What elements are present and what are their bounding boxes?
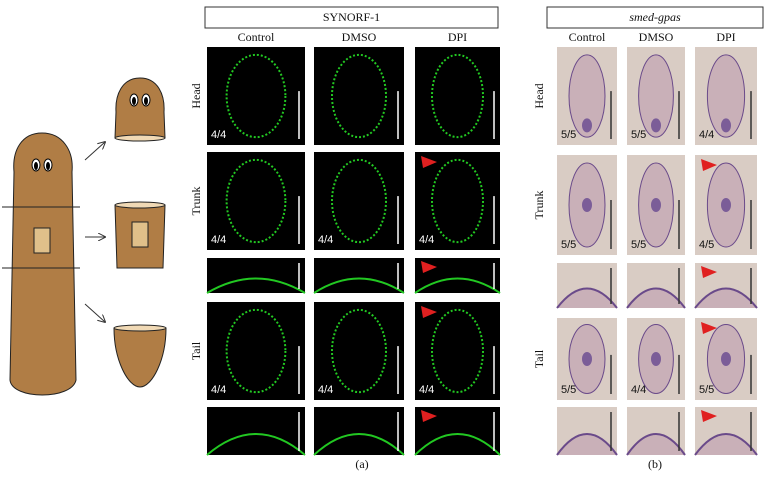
count-label: 4/4 bbox=[211, 384, 226, 396]
row-label: Head bbox=[189, 83, 203, 108]
specimen bbox=[706, 54, 746, 138]
stain bbox=[651, 352, 661, 366]
specimen bbox=[431, 158, 484, 244]
count-label: 4/4 bbox=[631, 384, 646, 396]
count-label: 4/4 bbox=[419, 234, 434, 246]
specimen bbox=[331, 53, 387, 139]
count-label: 5/5 bbox=[631, 239, 646, 251]
crop-edge bbox=[414, 277, 501, 294]
count-label: 5/5 bbox=[631, 129, 646, 141]
stain bbox=[651, 118, 661, 133]
arrowhead bbox=[701, 410, 717, 422]
arrowhead bbox=[701, 159, 717, 171]
arrowhead bbox=[421, 306, 437, 318]
stain bbox=[721, 198, 731, 212]
row-label: Tail bbox=[189, 341, 203, 360]
row-label: Head bbox=[532, 83, 546, 108]
specimen bbox=[225, 308, 287, 394]
specimen bbox=[331, 158, 387, 244]
arrowhead bbox=[421, 261, 437, 273]
panel-title-box bbox=[204, 6, 499, 29]
column-label: DPI bbox=[448, 30, 467, 44]
crop-edge bbox=[206, 277, 306, 294]
count-label: 4/5 bbox=[699, 239, 714, 251]
column-label: DMSO bbox=[342, 30, 377, 44]
specimen bbox=[225, 53, 287, 139]
crop-image bbox=[415, 258, 500, 293]
panel-title: smed-gpas bbox=[629, 10, 681, 24]
row-label: Tail bbox=[532, 349, 546, 368]
stain bbox=[721, 352, 731, 366]
arrowhead bbox=[421, 410, 437, 422]
stain bbox=[721, 118, 731, 133]
micrograph bbox=[207, 47, 305, 145]
arrowhead bbox=[701, 322, 717, 334]
micrograph bbox=[207, 302, 305, 400]
specimen bbox=[568, 54, 606, 138]
crop-edge bbox=[313, 433, 405, 456]
crop-edge bbox=[313, 277, 405, 294]
crop-image bbox=[314, 407, 404, 455]
specimen bbox=[431, 308, 484, 394]
row-label: Trunk bbox=[532, 191, 546, 220]
crop-image bbox=[207, 407, 305, 455]
column-label: Control bbox=[569, 30, 606, 44]
micrograph bbox=[314, 47, 404, 145]
count-label: 4/4 bbox=[318, 384, 333, 396]
stain bbox=[582, 118, 592, 133]
count-label: 5/5 bbox=[699, 384, 714, 396]
count-label: 4/4 bbox=[699, 129, 714, 141]
crop-edge bbox=[206, 433, 306, 456]
count-label: 4/4 bbox=[211, 129, 226, 141]
count-label: 5/5 bbox=[561, 384, 576, 396]
micrograph bbox=[314, 152, 404, 250]
micrograph bbox=[415, 302, 500, 400]
specimen bbox=[431, 53, 484, 139]
column-label: Control bbox=[238, 30, 275, 44]
micrograph bbox=[314, 302, 404, 400]
count-label: 5/5 bbox=[561, 239, 576, 251]
column-label: DMSO bbox=[639, 30, 674, 44]
crop-image bbox=[314, 258, 404, 293]
count-label: 4/4 bbox=[419, 384, 434, 396]
schematic bbox=[2, 77, 167, 396]
stain bbox=[651, 198, 661, 212]
column-label: DPI bbox=[716, 30, 735, 44]
specimen bbox=[638, 54, 674, 138]
count-label: 4/4 bbox=[211, 234, 226, 246]
micrograph bbox=[415, 47, 500, 145]
count-label: 5/5 bbox=[561, 129, 576, 141]
crop-edge bbox=[414, 433, 501, 456]
panel-caption: (a) bbox=[355, 457, 368, 471]
specimen bbox=[225, 158, 287, 244]
arrowhead bbox=[421, 156, 437, 168]
micrograph bbox=[415, 152, 500, 250]
micrograph bbox=[207, 152, 305, 250]
stain bbox=[582, 198, 592, 212]
panel-caption: (b) bbox=[648, 457, 662, 471]
row-label: Trunk bbox=[189, 187, 203, 216]
stain bbox=[582, 352, 592, 366]
count-label: 4/4 bbox=[318, 234, 333, 246]
specimen bbox=[331, 308, 387, 394]
panel-title-box bbox=[546, 6, 764, 29]
arrowhead bbox=[701, 266, 717, 278]
crop-image bbox=[207, 258, 305, 293]
panel-title: SYNORF-1 bbox=[323, 10, 380, 24]
